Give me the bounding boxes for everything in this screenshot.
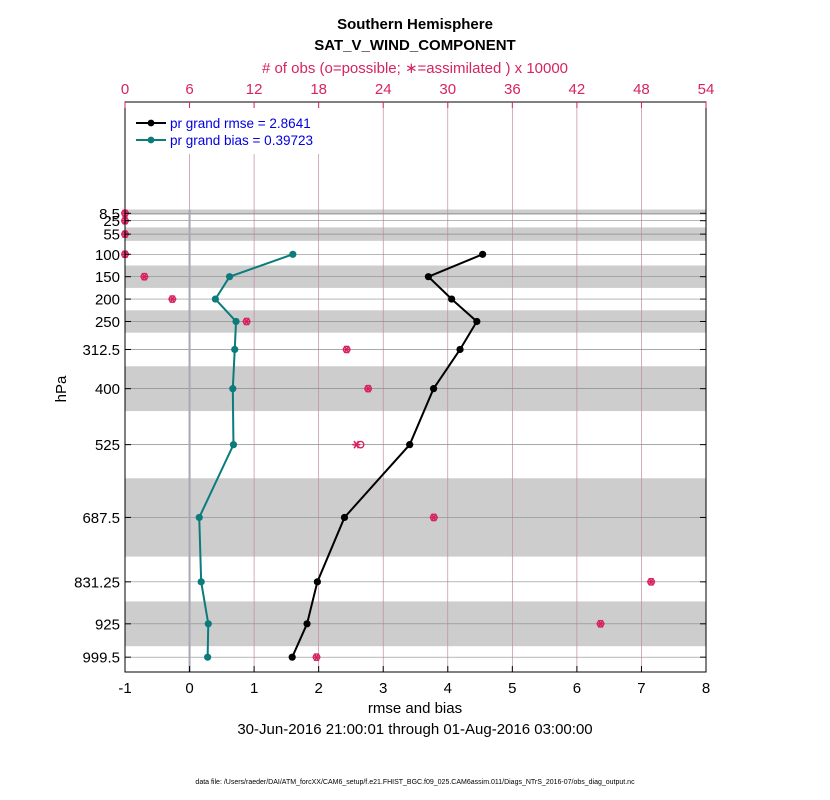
top-tick-label: 30 (439, 81, 456, 98)
legend-entry: pr grand rmse = 2.8641 (170, 116, 311, 131)
obs-assimilated-marker (342, 345, 351, 354)
legend-entry: pr grand bias = 0.39723 (170, 133, 313, 148)
obs-assimilated-marker (140, 272, 149, 281)
y-tick-label: 25 (103, 213, 120, 230)
bottom-tick-label: 0 (185, 680, 193, 697)
obs-assimilated-marker (596, 619, 605, 628)
series-point-rmse (303, 620, 311, 628)
series-point-bias (231, 345, 239, 354)
y-tick-label: 8.5 (99, 206, 120, 223)
asterisk-stroke (141, 272, 148, 281)
y-tick-label: 150 (95, 269, 120, 286)
grid-lines (125, 102, 706, 672)
asterisk-stroke (648, 577, 655, 586)
obs-assimilated-marker (364, 384, 373, 393)
series-point-bias (195, 513, 203, 522)
date-range: 30-Jun-2016 21:00:01 through 01-Aug-2016… (237, 721, 592, 738)
series-point-rmse (429, 385, 438, 393)
bottom-tick-label: -1 (118, 680, 131, 697)
series-point-rmse (406, 441, 414, 449)
legend-marker (147, 119, 155, 127)
obs-assimilated-marker (312, 653, 321, 662)
legend-box (128, 108, 334, 154)
series-point-bias (229, 441, 238, 449)
top-tick-label: 48 (633, 81, 650, 98)
y-tick-label: 200 (95, 292, 120, 309)
series-point-rmse (473, 317, 481, 326)
y-axis-label: hPa (53, 375, 70, 402)
series-point-bias (229, 385, 237, 393)
bottom-tick-label: 2 (314, 680, 322, 697)
top-tick-label: 36 (504, 81, 521, 98)
y-tick-label: 250 (95, 314, 120, 331)
series-point-rmse (479, 250, 487, 258)
asterisk-stroke (597, 619, 604, 628)
obs-assimilated-marker (168, 295, 177, 304)
y-tick-label: 831.25 (74, 574, 120, 591)
y-tick-label: 100 (95, 247, 120, 264)
y-tick-label: 55 (103, 227, 120, 244)
y-tick-label: 999.5 (82, 650, 120, 667)
bottom-tick-label: 7 (637, 680, 645, 697)
series-point-rmse (456, 345, 464, 354)
top-axis-ticks: 0 6 12 18 24 30 36 42 48 54 (121, 81, 715, 108)
series-point-bias (204, 620, 212, 628)
series-point-rmse (313, 578, 321, 586)
y-tick-label: 400 (95, 381, 120, 398)
level-bands (125, 209, 706, 647)
y-tick-label: 925 (95, 616, 120, 633)
asterisk-stroke (169, 295, 176, 304)
level-band (125, 209, 706, 215)
series-point-bias (225, 273, 234, 281)
asterisk-stroke (313, 653, 320, 662)
bottom-tick-label: 6 (573, 680, 581, 697)
y-tick-label: 312.5 (82, 342, 120, 359)
series-point-bias (204, 653, 212, 661)
top-tick-label: 0 (121, 81, 129, 98)
top-tick-label: 42 (569, 81, 586, 98)
y-tick-label: 687.5 (82, 510, 120, 527)
obs-assimilated-marker (647, 577, 656, 586)
plot-frame (124, 101, 707, 673)
series-point-rmse (288, 653, 296, 661)
series-point-bias (289, 250, 297, 258)
top-tick-label: 54 (698, 81, 715, 98)
top-tick-label: 12 (246, 81, 263, 98)
data-file-footer: data file: /Users/raeder/DAI/ATM_forcXX/… (195, 779, 635, 786)
asterisk-stroke (365, 384, 372, 393)
top-axis-label: # of obs (o=possible; ∗=assimilated ) x … (262, 60, 568, 77)
x-axis-label: rmse and bias (368, 700, 462, 717)
bottom-tick-label: 4 (444, 680, 452, 697)
top-tick-label: 6 (185, 81, 193, 98)
series-point-rmse (424, 273, 433, 281)
series-point-rmse (448, 295, 456, 303)
series-point-bias (232, 317, 240, 326)
series-point-bias (197, 578, 205, 586)
legend-marker (147, 136, 155, 144)
series-point-bias (211, 295, 219, 303)
legend: pr grand rmse = 2.8641 pr grand bias = 0.… (128, 108, 334, 154)
bottom-tick-label: 8 (702, 680, 710, 697)
chart-title: Southern Hemisphere (337, 16, 493, 33)
asterisk-stroke (353, 440, 360, 449)
asterisk-stroke (343, 345, 350, 354)
y-tick-label: 525 (95, 437, 120, 454)
top-tick-label: 18 (310, 81, 327, 98)
bottom-axis-ticks: -1 0 1 2 3 4 5 6 7 8 (118, 666, 710, 697)
top-tick-label: 24 (375, 81, 392, 98)
asterisk-stroke (243, 317, 250, 326)
series-point-rmse (340, 513, 349, 522)
bottom-tick-label: 5 (508, 680, 516, 697)
obs-assimilated-marker (352, 440, 361, 449)
obs-assimilated-marker (429, 513, 438, 522)
chart-subtitle: SAT_V_WIND_COMPONENT (314, 37, 515, 54)
obs-assimilated-marker (242, 317, 251, 326)
series-lines (195, 250, 487, 661)
bottom-tick-label: 3 (379, 680, 387, 697)
bottom-tick-label: 1 (250, 680, 258, 697)
asterisk-stroke (430, 513, 437, 522)
